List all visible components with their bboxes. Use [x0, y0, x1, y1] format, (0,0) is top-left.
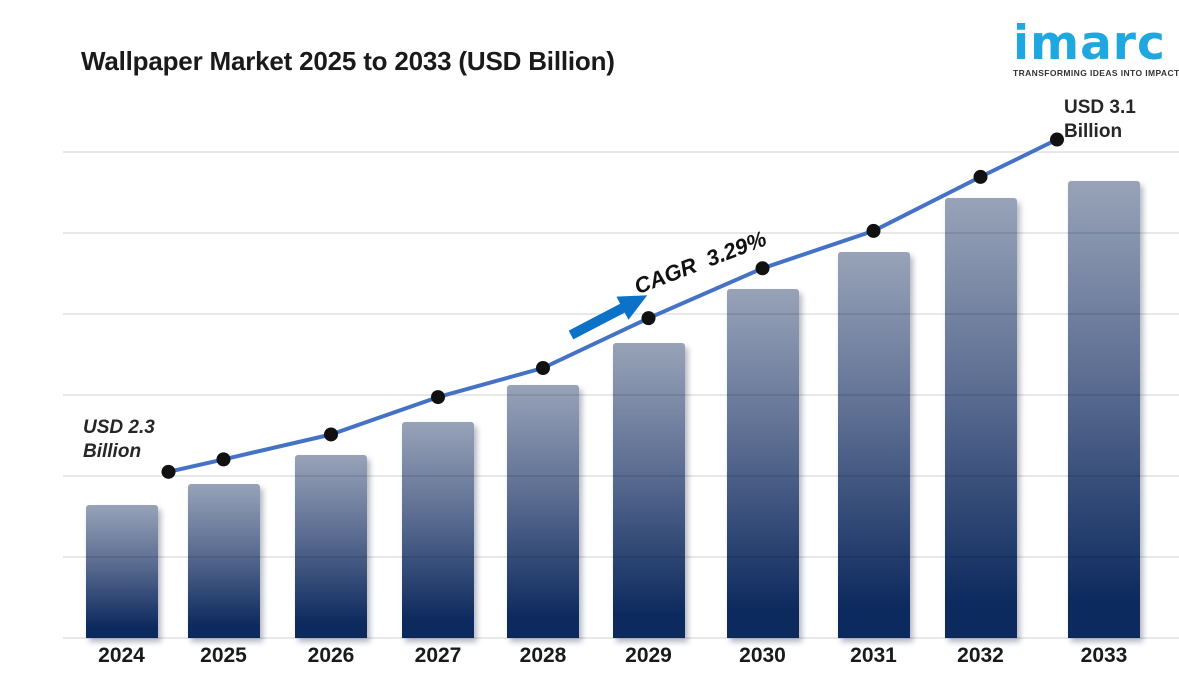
cagr-arrow-icon [568, 295, 648, 340]
data-point-2025 [216, 452, 231, 467]
imarc-logo-tagline: TRANSFORMING IDEAS INTO IMPACT [1013, 68, 1179, 78]
imarc-logo: imarc TRANSFORMING IDEAS INTO IMPACT [1013, 16, 1179, 78]
data-point-2030 [755, 261, 770, 276]
data-point-2031 [866, 223, 881, 238]
data-point-2027 [431, 390, 445, 405]
x-axis-label-2026: 2026 [307, 644, 355, 667]
bar-2027 [402, 422, 474, 638]
data-point-2032 [973, 169, 988, 184]
x-axis-label-2028: 2028 [519, 644, 567, 667]
bar-2031 [837, 251, 910, 638]
x-axis-label-2030: 2030 [739, 644, 786, 667]
chart-title: Wallpaper Market 2025 to 2033 (USD Billi… [81, 46, 615, 76]
bar-2030 [726, 289, 799, 638]
trend-line [166, 137, 1059, 474]
data-point-2024 [161, 464, 176, 479]
x-axis-label-2027: 2027 [414, 644, 462, 667]
x-axis-label-2024: 2024 [98, 644, 145, 667]
bar-2032 [944, 197, 1017, 638]
x-axis-label-2033: 2033 [1080, 644, 1128, 667]
x-axis-label-2029: 2029 [625, 644, 672, 667]
end-value-label: USD 3.1 Billion [1064, 97, 1136, 142]
bar-2025 [187, 484, 260, 638]
bar-2024 [85, 505, 158, 638]
bar-2033 [1068, 181, 1140, 638]
x-axis-label-2025: 2025 [200, 644, 247, 667]
x-axis-label-2031: 2031 [850, 644, 897, 667]
bar-2028 [507, 384, 579, 638]
data-point-2033 [1050, 132, 1064, 147]
x-axis-label-2032: 2032 [957, 644, 1004, 667]
data-point-2029 [641, 311, 656, 326]
bar-2029 [612, 343, 685, 638]
bar-2026 [295, 455, 367, 638]
start-value-label: USD 2.3 Billion [83, 417, 155, 462]
imarc-logo-text: imarc [1013, 16, 1166, 71]
data-point-2028 [536, 361, 550, 375]
data-point-2026 [324, 427, 338, 442]
